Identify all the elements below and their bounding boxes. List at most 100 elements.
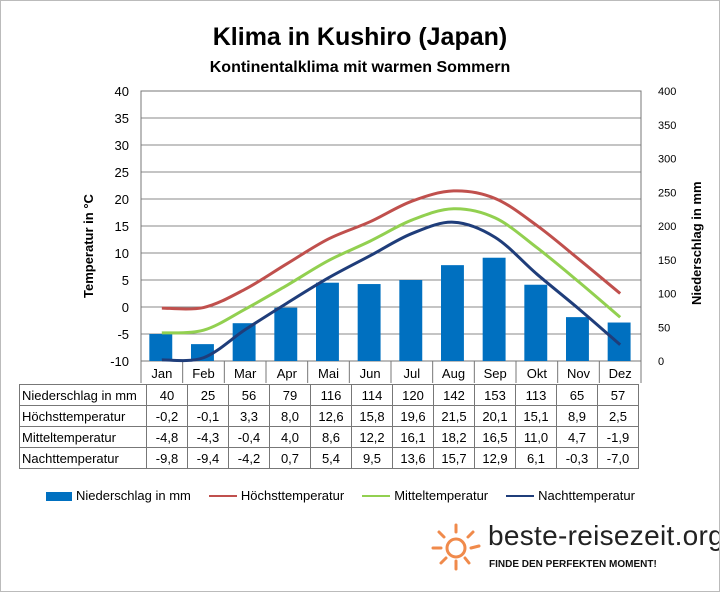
table-cell: -4,3 <box>187 426 229 448</box>
bar-apr <box>274 307 298 361</box>
logo-tagline: FINDE DEN PERFEKTEN MOMENT! <box>489 559 657 570</box>
y-tick-left: -10 <box>110 354 129 369</box>
table-cell: 8,9 <box>556 405 598 427</box>
bar-jul <box>399 280 423 361</box>
table-cell: -0,1 <box>187 405 229 427</box>
chart-subtitle: Kontinentalklima mit warmen Sommern <box>209 59 511 76</box>
legend-item: Nachttemperatur <box>506 488 635 504</box>
y-tick-left: 40 <box>115 84 129 99</box>
y-tick-left: 10 <box>115 246 129 261</box>
table-cell: 153 <box>474 384 516 406</box>
y-tick-right: 150 <box>658 255 676 267</box>
table-cell: 4,7 <box>556 426 598 448</box>
x-tick-label: Okt <box>527 366 548 381</box>
table-cell: -0,3 <box>556 447 598 469</box>
table-cell: 16,1 <box>392 426 434 448</box>
table-cell: 15,1 <box>515 405 557 427</box>
legend-swatch <box>362 495 391 497</box>
y-tick-left: 0 <box>122 300 129 315</box>
row-label: Niederschlag in mm <box>19 384 147 406</box>
table-cell: -4,2 <box>228 447 270 469</box>
chart-title: Klima in Kushiro (Japan) <box>212 23 508 51</box>
x-tick-label: Sep <box>484 366 507 381</box>
table-cell: 12,6 <box>310 405 352 427</box>
legend-swatch <box>506 495 535 497</box>
table-cell: 6,1 <box>515 447 557 469</box>
table-cell: 79 <box>269 384 311 406</box>
bar-jan <box>149 334 173 361</box>
bar-nov <box>566 317 589 361</box>
bar-sep <box>482 257 506 361</box>
y-tick-left: -5 <box>117 327 129 342</box>
legend-item: Niederschlag in mm <box>46 488 191 504</box>
y-tick-left: 30 <box>115 138 129 153</box>
legend-swatch <box>46 491 72 501</box>
y-tick-left: 20 <box>115 192 129 207</box>
y-axis-right-label: Niederschlag in mm <box>689 181 704 306</box>
y-tick-right: 250 <box>658 187 676 199</box>
x-tick-label: Dez <box>609 366 632 381</box>
x-tick-label: Jul <box>404 366 421 381</box>
table-cell: 19,6 <box>392 405 434 427</box>
table-cell: 120 <box>392 384 434 406</box>
table-cell: 15,8 <box>351 405 393 427</box>
table-cell: 4,0 <box>269 426 311 448</box>
x-tick-label: Mar <box>234 366 257 381</box>
y-tick-right: 350 <box>658 120 676 132</box>
x-tick-label: Aug <box>442 366 465 381</box>
table-cell: 9,5 <box>351 447 393 469</box>
table-cell: 56 <box>228 384 270 406</box>
table-row: Mitteltemperatur -4,8 -4,3 -0,4 4,0 8,6 12,2 16… <box>19 426 639 448</box>
x-tick-label: Mai <box>318 366 339 381</box>
legend-swatch <box>208 495 237 497</box>
table-cell: 21,5 <box>433 405 475 427</box>
table-cell: 5,4 <box>310 447 352 469</box>
legend-label: Niederschlag in mm <box>76 488 191 503</box>
table-cell: 116 <box>310 384 352 406</box>
table-cell: 65 <box>556 384 598 406</box>
table-cell: -0,4 <box>228 426 270 448</box>
table-cell: 3,3 <box>228 405 270 427</box>
y-axis-left-label: Temperatur in °C <box>81 194 96 298</box>
table-cell: 40 <box>146 384 188 406</box>
y-tick-left: 35 <box>115 111 129 126</box>
table-cell: 113 <box>515 384 557 406</box>
y-tick-right: 400 <box>658 86 676 98</box>
legend-item: Mitteltemperatur <box>362 488 488 504</box>
table-row: Niederschlag in mm 40 25 56 79 116 114 120 142 15… <box>19 384 639 406</box>
table-cell: -4,8 <box>146 426 188 448</box>
y-tick-left: 25 <box>115 165 129 180</box>
x-tick-label: Jan <box>151 366 172 381</box>
x-tick-label: Apr <box>277 366 298 381</box>
legend-item: Höchsttemperatur <box>208 488 345 504</box>
table-cell: -7,0 <box>597 447 639 469</box>
table-cell: 142 <box>433 384 475 406</box>
data-table: Niederschlag in mm 40 25 56 79 116 114 120 142 15… <box>19 384 639 469</box>
y-tick-right: 0 <box>658 356 664 368</box>
bar-mai <box>316 282 339 361</box>
table-cell: -0,2 <box>146 405 188 427</box>
legend-label: Nachttemperatur <box>538 488 635 503</box>
bar-okt <box>524 284 548 361</box>
sun-logo-icon <box>431 523 481 571</box>
table-cell: 16,5 <box>474 426 516 448</box>
table-cell: 13,6 <box>392 447 434 469</box>
table-cell: 12,2 <box>351 426 393 448</box>
table-cell: 18,2 <box>433 426 475 448</box>
line-mitteltemperatur <box>161 207 622 335</box>
table-cell: -9,4 <box>187 447 229 469</box>
x-tick-label: Feb <box>192 366 214 381</box>
table-row: Nachttemperatur -9,8 -9,4 -4,2 0,7 5,4 9,5 13,6… <box>19 447 639 469</box>
x-tick-label: Nov <box>567 366 591 381</box>
legend-label: Mitteltemperatur <box>394 488 489 503</box>
legend-label: Höchsttemperatur <box>240 488 345 503</box>
table-cell: 15,7 <box>433 447 475 469</box>
row-label: Nachttemperatur <box>19 447 147 469</box>
table-cell: -1,9 <box>597 426 639 448</box>
bar-jun <box>357 284 381 361</box>
bar-aug <box>441 265 464 361</box>
logo-text[interactable]: beste-reisezeit.org <box>488 520 720 551</box>
table-cell: 2,5 <box>597 405 639 427</box>
